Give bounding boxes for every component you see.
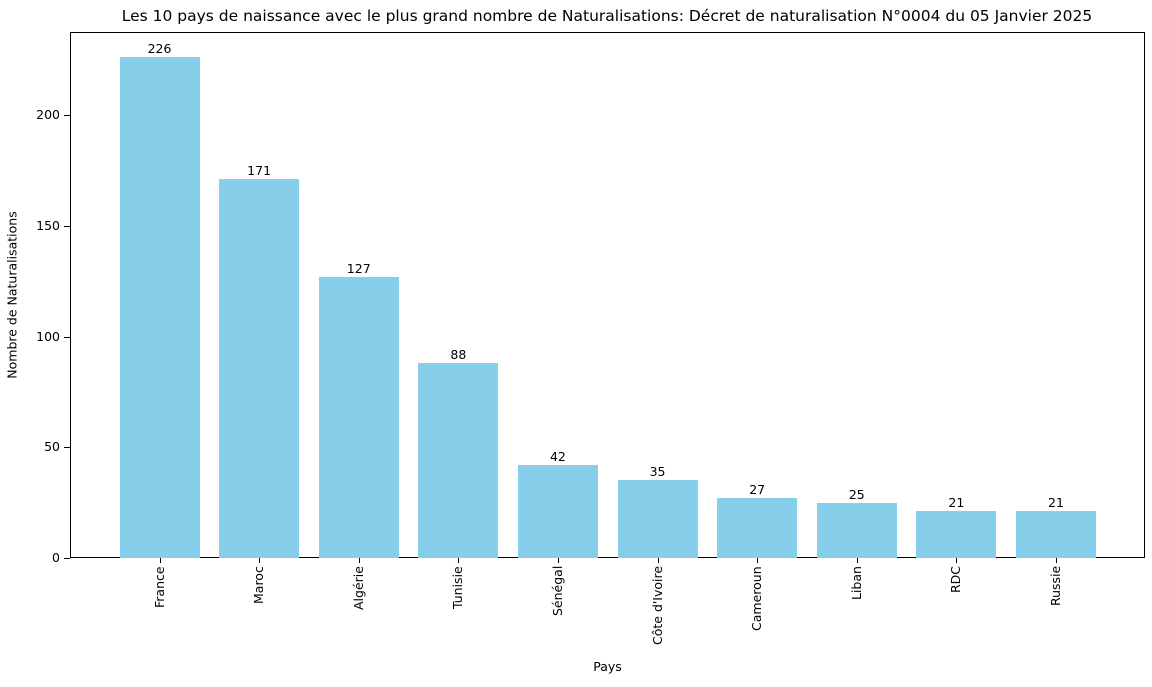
x-axis-label: Pays: [593, 659, 622, 674]
y-tick-label: 50: [44, 439, 60, 455]
plot-area: [70, 32, 1145, 558]
x-tick-label: Liban: [848, 566, 864, 600]
bar-france: [119, 57, 200, 558]
y-axis-label: Nombre de Naturalisations: [4, 211, 20, 379]
y-tick-label: 150: [36, 217, 60, 233]
x-tick-label: Maroc: [251, 566, 267, 604]
y-tick-label: 200: [36, 107, 60, 123]
bar-value-label: 88: [450, 347, 467, 363]
x-tick: [956, 558, 958, 563]
bar-c-te-d-ivoire: [617, 480, 698, 558]
bar-value-label: 171: [247, 163, 272, 179]
y-tick: [64, 558, 70, 559]
x-tick-label: Côte d'Ivoire: [649, 566, 665, 646]
x-tick-label: Algérie: [350, 566, 366, 610]
x-tick: [1056, 558, 1057, 563]
bar-liban: [816, 502, 897, 558]
bar-maroc: [219, 179, 300, 558]
bar-russie: [1016, 511, 1096, 558]
x-tick: [358, 558, 360, 563]
x-tick: [259, 558, 261, 563]
bar-value-label: 21: [948, 495, 965, 511]
x-tick-label: Tunisie: [450, 566, 466, 609]
y-tick: [64, 447, 70, 449]
x-tick: [557, 558, 559, 563]
bar-value-label: 35: [649, 464, 666, 480]
x-tick: [159, 558, 161, 563]
x-tick-label: Cameroun: [749, 566, 765, 631]
bar-value-label: 25: [848, 486, 865, 502]
bar-s-n-gal: [517, 464, 598, 558]
x-tick: [458, 558, 460, 563]
x-tick-label: Russie: [1048, 566, 1063, 607]
bar-tunisie: [418, 363, 499, 558]
bar-value-label: 226: [147, 41, 172, 57]
x-tick-label: Sénégal: [549, 566, 565, 617]
x-tick: [757, 558, 759, 563]
bar-alg-rie: [318, 276, 399, 558]
bar-rdc: [916, 511, 997, 558]
x-tick-label: France: [151, 566, 167, 608]
y-tick: [64, 336, 70, 338]
y-tick: [64, 225, 70, 227]
x-tick: [657, 558, 659, 563]
bar-value-label: 127: [346, 260, 371, 276]
bar-value-label: 27: [749, 482, 766, 498]
x-tick: [856, 558, 858, 563]
chart-title: Les 10 pays de naissance avec le plus gr…: [121, 7, 1093, 25]
bar-cameroun: [717, 498, 798, 558]
y-tick-label: 100: [36, 328, 60, 344]
bar-value-label: 21: [1048, 495, 1064, 511]
y-tick-label: 0: [52, 550, 60, 565]
x-tick-label: RDC: [948, 566, 964, 594]
bar-value-label: 42: [549, 448, 566, 464]
y-tick: [64, 115, 70, 117]
